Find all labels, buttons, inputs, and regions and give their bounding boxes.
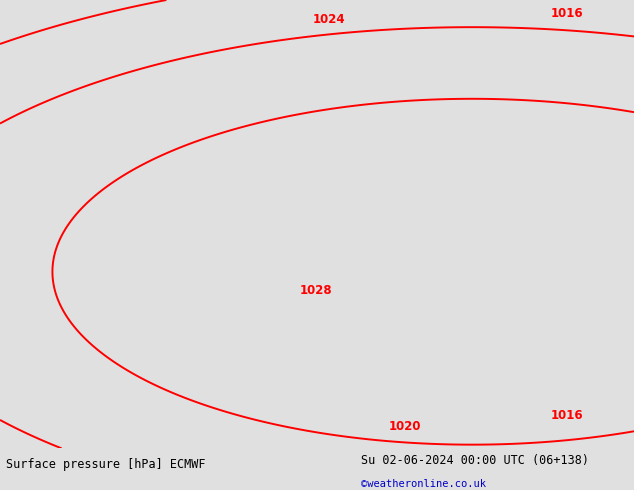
Text: ©weatheronline.co.uk: ©weatheronline.co.uk [361, 479, 486, 489]
Text: 1024: 1024 [313, 13, 346, 25]
Text: Su 02-06-2024 00:00 UTC (06+138): Su 02-06-2024 00:00 UTC (06+138) [361, 454, 590, 466]
Text: 1016: 1016 [550, 7, 583, 20]
Text: 1020: 1020 [389, 420, 421, 433]
Text: Surface pressure [hPa] ECMWF: Surface pressure [hPa] ECMWF [6, 458, 206, 471]
Text: 1016: 1016 [550, 409, 583, 422]
Text: 1028: 1028 [299, 284, 332, 297]
